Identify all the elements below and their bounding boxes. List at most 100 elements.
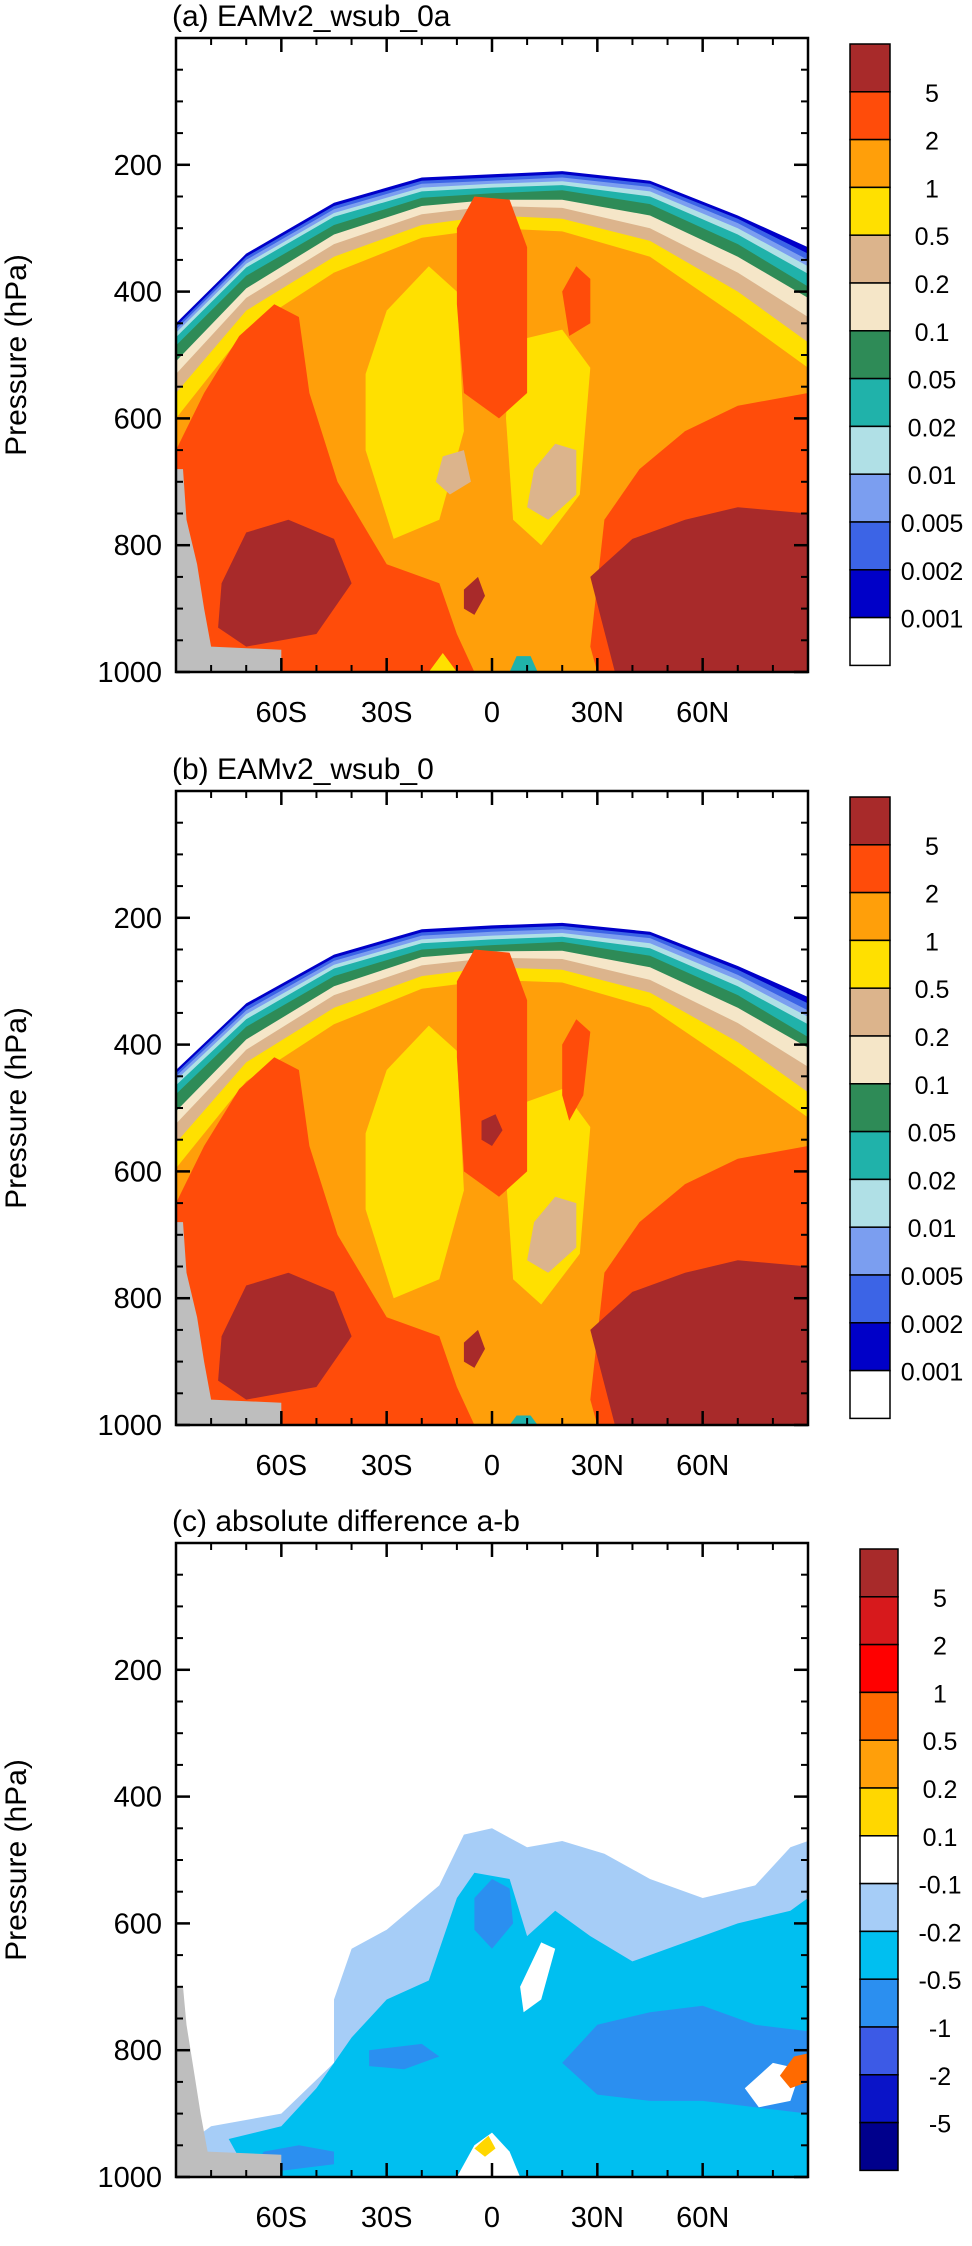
colorbar-swatch — [859, 2074, 899, 2124]
colorbar-label: -0.2 — [918, 1919, 961, 1947]
colorbar-label: 0.01 — [908, 462, 957, 490]
y-tick-label: 800 — [114, 1283, 162, 1315]
contour-region-8 — [456, 2132, 521, 2177]
colorbar-swatch — [849, 939, 891, 989]
colorbar-label: 0.02 — [908, 1167, 957, 1195]
contour-region-10 — [365, 1025, 464, 1299]
colorbar-swatch — [849, 1083, 891, 1133]
colorbar-label: -0.5 — [918, 1967, 961, 1995]
colorbar-swatch — [859, 1691, 899, 1741]
y-tick-label: 600 — [114, 1156, 162, 1188]
x-tick-label: 30S — [361, 1450, 413, 1482]
colorbar-swatch — [859, 1596, 899, 1646]
y-tick-label: 400 — [114, 1782, 162, 1814]
x-tick-label: 60S — [256, 697, 308, 729]
colorbar-swatch — [859, 2121, 899, 2172]
contour-region-11 — [474, 2135, 496, 2157]
colorbar-swatch — [849, 569, 891, 619]
contour-region-15 — [562, 1019, 591, 1121]
colorbar-swatch — [849, 844, 891, 894]
x-tick-label: 60N — [676, 697, 729, 729]
colorbar-swatch — [849, 1369, 891, 1420]
colorbar-swatch — [849, 234, 891, 284]
colorbar-label: 0.2 — [915, 1024, 950, 1052]
contour-region-5 — [369, 2043, 440, 2070]
colorbar-label: 0.002 — [901, 1311, 964, 1339]
x-tick-label: 0 — [484, 2202, 500, 2234]
colorbar-label: 0.2 — [915, 271, 950, 299]
contour-region-19 — [463, 1329, 485, 1368]
colorbar-label: 0.5 — [915, 976, 950, 1004]
contour-region-16 — [527, 443, 577, 520]
x-tick-label: 60N — [676, 1450, 729, 1482]
x-tick-label: 60S — [256, 1450, 308, 1482]
colorbar-swatch — [859, 1978, 899, 2028]
colorbar-label: 0.01 — [908, 1215, 957, 1243]
colorbar-swatch — [849, 91, 891, 141]
y-tick-label: 200 — [114, 903, 162, 935]
contour-region-22 — [428, 653, 457, 672]
colorbar-label: 0.005 — [901, 510, 964, 538]
colorbar-swatch — [859, 1882, 899, 1933]
colorbar-label: 0.001 — [901, 606, 964, 634]
colorbar-label: -0.1 — [918, 1872, 961, 1900]
contour-region-2 — [474, 1879, 514, 1949]
colorbar-swatch — [849, 138, 891, 189]
colorbar-swatch — [849, 425, 891, 475]
panel-title: (b) EAMv2_wsub_0 — [172, 753, 434, 786]
colorbar-label: -5 — [929, 2111, 951, 2139]
colorbar-swatch — [859, 1930, 899, 1980]
colorbar-label: 1 — [925, 928, 939, 956]
y-tick-label: 1000 — [97, 1410, 162, 1442]
contour-field — [176, 922, 808, 1425]
colorbar-swatch — [849, 1274, 891, 1324]
x-tick-label: 30N — [571, 1450, 624, 1482]
colorbar-swatch — [849, 1035, 891, 1085]
missing-data-mask — [176, 469, 282, 672]
colorbar-swatch — [849, 1178, 891, 1228]
colorbar-swatch — [849, 891, 891, 942]
colorbar-label: 0.5 — [923, 1728, 958, 1756]
y-axis-label: Pressure (hPa) — [0, 1759, 33, 1961]
colorbar-label: 0.002 — [901, 558, 964, 586]
colorbar-label: 5 — [925, 833, 939, 861]
x-tick-label: 30N — [571, 697, 624, 729]
contour-region-16 — [527, 1196, 577, 1273]
contour-region-17 — [481, 1114, 503, 1146]
contour-region-13 — [456, 949, 528, 1197]
y-tick-label: 800 — [114, 2035, 162, 2067]
colorbar-label: 0.02 — [908, 414, 957, 442]
y-tick-label: 200 — [114, 1655, 162, 1687]
colorbar-swatch — [849, 1130, 891, 1181]
contour-region-20 — [590, 507, 808, 672]
panel-a: (a) EAMv2_wsub_0a 200 400 600 800 1000 60S 30S 0… — [0, 0, 963, 729]
x-tick-label: 60S — [256, 2202, 308, 2234]
colorbar-swatch — [849, 473, 891, 523]
colorbar-swatch — [849, 616, 891, 667]
colorbar-swatch — [859, 1739, 899, 1789]
x-tick-label: 0 — [484, 697, 500, 729]
y-axis-label: Pressure (hPa) — [0, 1007, 33, 1209]
colorbar-label: 5 — [933, 1585, 947, 1613]
y-axis-label: Pressure (hPa) — [0, 254, 33, 456]
colorbar-swatch — [859, 1835, 899, 1885]
colorbar-swatch — [849, 1322, 891, 1372]
colorbar-swatch — [849, 796, 891, 846]
colorbar-swatch — [849, 377, 891, 428]
colorbar-label: 0.005 — [901, 1263, 964, 1291]
y-tick-label: 600 — [114, 403, 162, 435]
y-tick-label: 600 — [114, 1908, 162, 1940]
colorbar-label: 1 — [925, 175, 939, 203]
colorbar-label: 0.1 — [923, 1824, 958, 1852]
contour-region-6 — [520, 1942, 556, 2013]
contour-region-17 — [435, 450, 471, 495]
colorbar-label: 2 — [925, 881, 939, 909]
contour-field — [176, 171, 808, 672]
colorbar-label: 5 — [925, 80, 939, 108]
missing-data-mask — [176, 1986, 282, 2177]
contour-region-18 — [218, 1272, 352, 1400]
contour-region-20 — [590, 1260, 808, 1425]
missing-data-mask — [176, 1222, 282, 1425]
colorbar-label: 2 — [925, 128, 939, 156]
